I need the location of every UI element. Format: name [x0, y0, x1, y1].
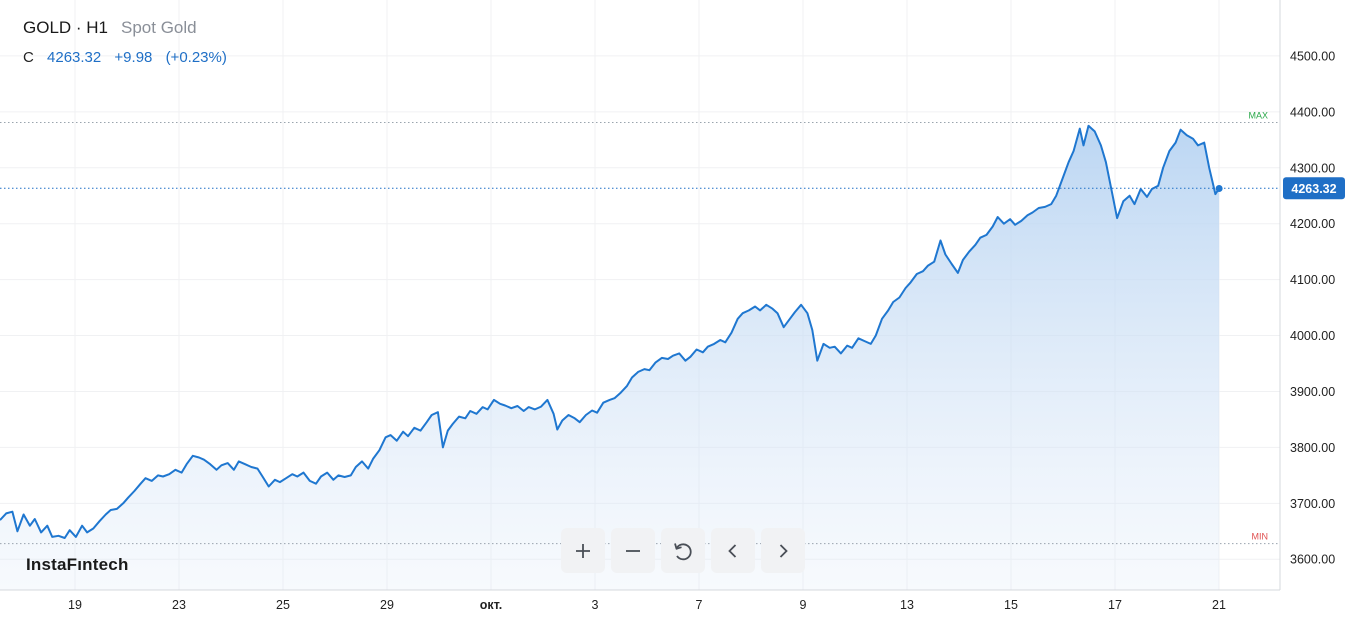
change-value: +9.98 — [114, 49, 153, 66]
y-tick-label: 4500.00 — [1290, 49, 1335, 63]
x-tick-label: 3 — [592, 598, 599, 612]
current-price-tag-label: 4263.32 — [1291, 182, 1336, 196]
reset-icon — [674, 542, 692, 560]
x-tick-label: 23 — [172, 598, 186, 612]
current-price-tag-layer: 4263.32 — [1215, 177, 1345, 200]
plus-icon — [576, 543, 590, 558]
y-tick-label: 4100.00 — [1290, 273, 1335, 287]
brand-logo: InstaFıntech — [26, 555, 129, 574]
y-tick-label: 4400.00 — [1290, 105, 1335, 119]
close-label: C — [23, 49, 34, 66]
chevron-right-icon — [779, 543, 788, 558]
last-price-marker — [1215, 184, 1223, 192]
minus-icon — [626, 549, 640, 552]
max-label: MAX — [1248, 110, 1268, 120]
x-tick-label: 9 — [800, 598, 807, 612]
zoom-in-button[interactable] — [561, 528, 605, 573]
y-tick-label: 4000.00 — [1290, 329, 1335, 343]
change-percent: (+0.23%) — [165, 49, 227, 66]
y-tick-label: 4200.00 — [1290, 217, 1335, 231]
chart-toolbar — [561, 528, 805, 574]
x-tick-label: 19 — [68, 598, 82, 612]
min-label: MIN — [1252, 532, 1269, 542]
x-tick-label: 21 — [1212, 598, 1226, 612]
x-tick-label: 17 — [1108, 598, 1122, 612]
y-tick-label: 3800.00 — [1290, 441, 1335, 455]
x-tick-label: 7 — [696, 598, 703, 612]
zoom-out-button[interactable] — [611, 528, 655, 573]
reset-button[interactable] — [661, 528, 705, 573]
price-line — [0, 124, 1220, 539]
y-tick-label: 4300.00 — [1290, 161, 1335, 175]
scroll-right-button[interactable] — [761, 528, 805, 573]
axis-layer: 3600.00 3700.00 3800.00 3900.00 4000.00 4100.… — [0, 0, 1335, 612]
area-fill-layer — [0, 124, 1220, 591]
y-tick-label: 3600.00 — [1290, 553, 1335, 567]
scroll-left-button[interactable] — [711, 528, 755, 573]
x-tick-label: 25 — [276, 598, 290, 612]
ohlc-legend: C 4263.32 +9.98 (+0.23%) — [23, 49, 227, 66]
close-value: 4263.32 — [47, 49, 102, 66]
current-price-tag — [1283, 177, 1345, 200]
y-tick-label: 3900.00 — [1290, 385, 1335, 399]
x-tick-label: 15 — [1004, 598, 1018, 612]
symbol-title: GOLD · H1 — [23, 18, 109, 37]
instrument-name: Spot Gold — [121, 18, 197, 37]
y-tick-label: 3700.00 — [1290, 497, 1335, 511]
area-fill — [0, 125, 1220, 591]
x-tick-label: 13 — [900, 598, 914, 612]
chevron-left-icon — [728, 543, 737, 558]
x-tick-label: окт. — [480, 598, 502, 612]
x-tick-label: 29 — [380, 598, 394, 612]
